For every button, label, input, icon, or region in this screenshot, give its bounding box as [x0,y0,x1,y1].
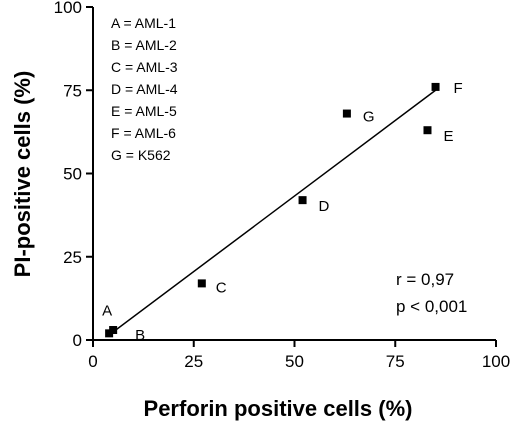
legend-entry: F = AML-6 [111,125,176,141]
x-tick-label: 75 [386,352,405,371]
point-label-c: C [216,279,227,296]
p-value-annotation: p < 0,001 [396,297,467,316]
x-tick-label: 100 [482,352,510,371]
y-tick-label: 0 [73,331,82,350]
legend-entry: A = AML-1 [111,15,176,31]
data-point-e [423,126,432,135]
regression-line-group [108,89,436,336]
x-axis-title: Perforin positive cells (%) [144,396,413,421]
y-tick-label: 100 [54,0,82,17]
point-label-e: E [443,128,453,145]
correlation-annotation: r = 0,97 [396,270,454,289]
legend-entry: G = K562 [111,147,171,163]
y-axis-title: PI-positive cells (%) [10,71,35,278]
y-tick-label: 50 [63,165,82,184]
y-tick-label: 25 [63,248,82,267]
data-point-b [109,326,118,335]
regression-line [108,89,436,336]
x-tick-label: 50 [285,352,304,371]
data-point-f [431,82,440,91]
chart-ticks: 0 25 50 75 100 0 25 50 75 100 [54,0,511,371]
legend: A = AML-1 B = AML-2 C = AML-3 D = AML-4 E = … [111,15,178,163]
x-tick-label: 25 [184,352,203,371]
data-points: A B C D E F G [102,80,463,344]
legend-entry: C = AML-3 [111,59,178,75]
point-label-a: A [102,302,112,319]
legend-entry: E = AML-5 [111,103,177,119]
legend-entry: D = AML-4 [111,81,178,97]
point-label-f: F [454,80,463,97]
chart-axes [92,7,496,341]
legend-entry: B = AML-2 [111,37,177,53]
point-label-g: G [363,109,375,126]
point-label-b: B [135,327,145,344]
x-tick-label: 0 [88,352,97,371]
data-point-d [298,196,307,205]
data-point-g [342,109,351,118]
y-tick-label: 75 [63,81,82,100]
point-label-d: D [319,198,330,215]
data-point-c [197,279,206,288]
data-point-a [105,329,114,338]
